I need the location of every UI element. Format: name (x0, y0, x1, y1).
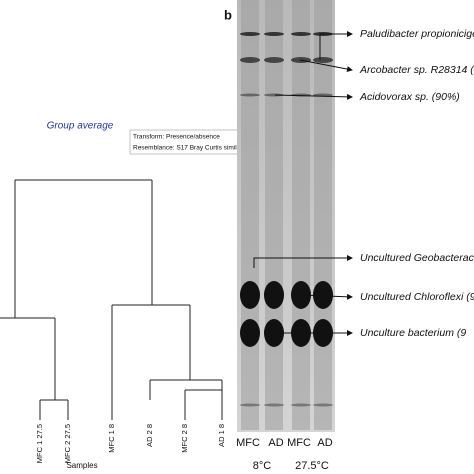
band-label: Paludibacter propionicige (360, 28, 474, 40)
panel-label: b (224, 7, 232, 22)
resemblance-text: Resemblance: S17 Bray Curtis similarity (133, 145, 250, 152)
gel-lane (265, 0, 283, 430)
transform-text: Transform: Presence/absence (133, 134, 220, 141)
gel-band (240, 93, 260, 97)
band-label: Unculture bacterium (9 (360, 327, 466, 339)
gel-band (264, 57, 284, 63)
gel-band (264, 32, 284, 36)
gel-band (313, 57, 333, 63)
band-arrow (300, 293, 353, 300)
lane-label: MFC (287, 437, 311, 449)
gel-band (291, 32, 311, 36)
temperature-label: 8°C (253, 460, 272, 472)
x-label: Samples (66, 461, 97, 470)
gel-band (264, 281, 284, 309)
leaf-label: MFC 1 27.5 (35, 424, 44, 463)
leaf-label: AD 1 8 (217, 424, 226, 447)
gel-band (313, 403, 333, 407)
legend-box (129, 129, 241, 155)
gel-band (240, 319, 260, 347)
band-label: Uncultured Chloroflexi (9 (360, 291, 474, 303)
gel-lane (241, 0, 259, 430)
gel-band (240, 403, 260, 407)
lane-label: AD (268, 437, 283, 449)
band-label: Arcobacter sp. R28314 (9 (359, 64, 474, 76)
gel-band (264, 93, 284, 97)
gel-band (291, 403, 311, 407)
leaf-label: MFC 1 8 (107, 424, 116, 453)
band-label: Uncultured Geobacterac (360, 252, 474, 264)
leaf-label: MFC 2 27.5 (63, 424, 72, 463)
gel-lane (292, 0, 310, 430)
dendrogram-title: Group average (47, 121, 114, 132)
band-arrow (299, 59, 353, 73)
band-label: Acidovorax sp. (90%) (359, 91, 460, 103)
band-arrow (253, 255, 353, 268)
dendrogram (0, 179, 223, 420)
lane-label: AD (317, 437, 332, 449)
leaf-label: MFC 2 8 (180, 424, 189, 453)
band-arrow (319, 31, 353, 60)
gel-band (240, 281, 260, 309)
band-arrow (274, 93, 353, 100)
leaf-label: AD 2 8 (145, 424, 154, 447)
gel-band (264, 403, 284, 407)
gel-band (240, 32, 260, 36)
temperature-label: 27.5°C (295, 460, 329, 472)
gel-band (240, 57, 260, 63)
gel-band (313, 281, 333, 309)
lane-label: MFC (236, 437, 260, 449)
